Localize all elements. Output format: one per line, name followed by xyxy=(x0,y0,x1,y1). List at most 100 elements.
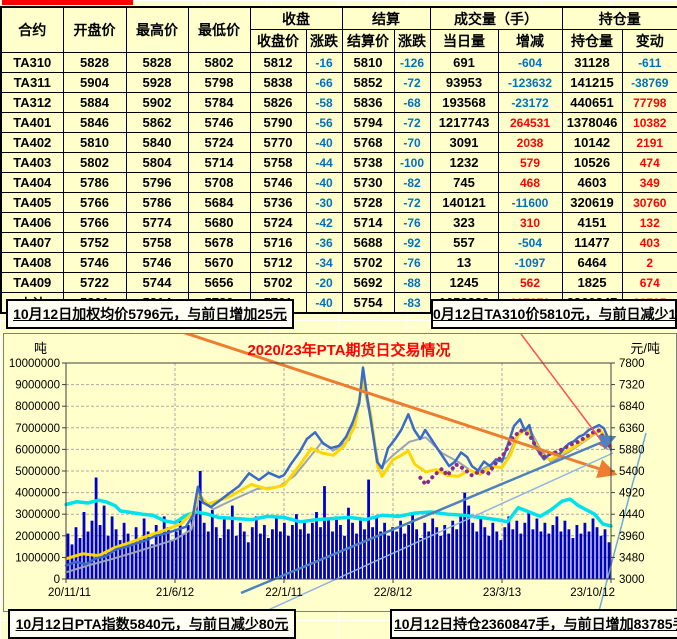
group-open-interest[interactable]: 持仓量 xyxy=(561,6,677,30)
value-cell[interactable]: 5828 xyxy=(62,52,127,73)
value-cell[interactable]: 5738 xyxy=(341,152,395,173)
value-cell[interactable]: 474 xyxy=(621,152,677,173)
value-cell[interactable]: 5708 xyxy=(187,172,251,193)
value-cell[interactable]: -70 xyxy=(393,132,431,153)
value-cell[interactable]: 5784 xyxy=(187,92,251,113)
value-cell[interactable]: -604 xyxy=(497,52,563,73)
value-cell[interactable]: 5656 xyxy=(187,272,251,293)
value-cell[interactable]: -58 xyxy=(305,92,343,113)
value-cell[interactable]: 5828 xyxy=(125,52,189,73)
value-cell[interactable]: 557 xyxy=(429,232,499,253)
value-cell[interactable]: 5688 xyxy=(341,232,395,253)
value-cell[interactable]: 5794 xyxy=(341,112,395,133)
header-high[interactable]: 最高价 xyxy=(125,6,189,53)
value-cell[interactable]: 5752 xyxy=(62,232,127,253)
contract-cell[interactable]: TA311 xyxy=(0,72,64,93)
value-cell[interactable]: 6464 xyxy=(561,252,623,273)
value-cell[interactable]: 2191 xyxy=(621,132,677,153)
value-cell[interactable]: 5728 xyxy=(341,192,395,213)
value-cell[interactable]: -36 xyxy=(305,232,343,253)
value-cell[interactable]: 5790 xyxy=(249,112,307,133)
value-cell[interactable]: -38769 xyxy=(621,72,677,93)
value-cell[interactable]: -76 xyxy=(393,252,431,273)
value-cell[interactable]: 5802 xyxy=(62,152,127,173)
value-cell[interactable]: -82 xyxy=(393,172,431,193)
value-cell[interactable]: 5746 xyxy=(249,172,307,193)
value-cell[interactable]: 5804 xyxy=(125,152,189,173)
value-cell[interactable]: 5774 xyxy=(125,212,189,233)
value-cell[interactable]: 5744 xyxy=(125,272,189,293)
value-cell[interactable]: -30 xyxy=(305,192,343,213)
value-cell[interactable]: 468 xyxy=(497,172,563,193)
value-cell[interactable]: -100 xyxy=(393,152,431,173)
value-cell[interactable]: 193568 xyxy=(429,92,499,113)
value-cell[interactable]: 5768 xyxy=(341,132,395,153)
value-cell[interactable]: 1217743 xyxy=(429,112,499,133)
value-cell[interactable]: 5846 xyxy=(62,112,127,133)
value-cell[interactable]: 5786 xyxy=(62,172,127,193)
value-cell[interactable]: 320619 xyxy=(561,192,623,213)
value-cell[interactable]: -11600 xyxy=(497,192,563,213)
contract-cell[interactable]: TA310 xyxy=(0,52,64,73)
value-cell[interactable]: 5928 xyxy=(125,72,189,93)
value-cell[interactable]: 440651 xyxy=(561,92,623,113)
value-cell[interactable]: 1825 xyxy=(561,272,623,293)
value-cell[interactable]: 10526 xyxy=(561,152,623,173)
value-cell[interactable]: 5810 xyxy=(341,52,395,73)
contract-cell[interactable]: TA409 xyxy=(0,272,64,293)
value-cell[interactable]: 5754 xyxy=(341,292,395,314)
value-cell[interactable]: 5840 xyxy=(125,132,189,153)
value-cell[interactable]: 1378046 xyxy=(561,112,623,133)
contract-cell[interactable]: TA402 xyxy=(0,132,64,153)
value-cell[interactable]: -40 xyxy=(305,292,343,314)
contract-cell[interactable]: TA312 xyxy=(0,92,64,113)
value-cell[interactable]: 93953 xyxy=(429,72,499,93)
value-cell[interactable]: 5746 xyxy=(125,252,189,273)
value-cell[interactable]: 10142 xyxy=(561,132,623,153)
value-cell[interactable]: 5692 xyxy=(341,272,395,293)
contract-cell[interactable]: TA405 xyxy=(0,192,64,213)
contract-cell[interactable]: TA408 xyxy=(0,252,64,273)
value-cell[interactable]: 5730 xyxy=(341,172,395,193)
value-cell[interactable]: 5670 xyxy=(187,252,251,273)
value-cell[interactable]: 77798 xyxy=(621,92,677,113)
open-interest-banner[interactable]: 10月12日持仓2360847手，与前日增加83785手 xyxy=(390,609,677,639)
value-cell[interactable]: -1097 xyxy=(497,252,563,273)
value-cell[interactable]: 5684 xyxy=(187,192,251,213)
value-cell[interactable]: -40 xyxy=(305,172,343,193)
contract-cell[interactable]: TA401 xyxy=(0,112,64,133)
value-cell[interactable]: 2038 xyxy=(497,132,563,153)
value-cell[interactable]: -16 xyxy=(305,52,343,73)
value-cell[interactable]: 5746 xyxy=(62,252,127,273)
header-close-chg[interactable]: 涨跌 xyxy=(305,29,343,53)
value-cell[interactable]: 5802 xyxy=(187,52,251,73)
value-cell[interactable]: 562 xyxy=(497,272,563,293)
value-cell[interactable]: -42 xyxy=(305,212,343,233)
value-cell[interactable]: 323 xyxy=(429,212,499,233)
value-cell[interactable]: -72 xyxy=(393,72,431,93)
value-cell[interactable]: 4151 xyxy=(561,212,623,233)
value-cell[interactable]: 5722 xyxy=(62,272,127,293)
pta-index-banner[interactable]: 10月12日PTA指数5840元，与前日减少80元 xyxy=(8,609,296,639)
value-cell[interactable]: 674 xyxy=(621,272,677,293)
value-cell[interactable]: 5884 xyxy=(62,92,127,113)
header-contract[interactable]: 合约 xyxy=(0,6,64,53)
value-cell[interactable]: -83 xyxy=(393,292,431,314)
header-day-volume[interactable]: 当日量 xyxy=(429,29,499,53)
value-cell[interactable]: 5766 xyxy=(62,212,127,233)
group-settle[interactable]: 结算 xyxy=(341,6,431,30)
value-cell[interactable]: 349 xyxy=(621,172,677,193)
value-cell[interactable]: -504 xyxy=(497,232,563,253)
value-cell[interactable]: 132 xyxy=(621,212,677,233)
header-oi[interactable]: 持仓量 xyxy=(561,29,623,53)
value-cell[interactable]: 579 xyxy=(497,152,563,173)
value-cell[interactable]: 5812 xyxy=(249,52,307,73)
value-cell[interactable]: 11477 xyxy=(561,232,623,253)
value-cell[interactable]: 5746 xyxy=(187,112,251,133)
value-cell[interactable]: 3091 xyxy=(429,132,499,153)
value-cell[interactable]: 5902 xyxy=(125,92,189,113)
value-cell[interactable]: 5724 xyxy=(187,132,251,153)
value-cell[interactable]: -34 xyxy=(305,252,343,273)
header-settle-price[interactable]: 结算价 xyxy=(341,29,395,53)
weighted-avg-banner[interactable]: 10月12日加权均价5796元，与前日增加25元 xyxy=(6,299,294,329)
